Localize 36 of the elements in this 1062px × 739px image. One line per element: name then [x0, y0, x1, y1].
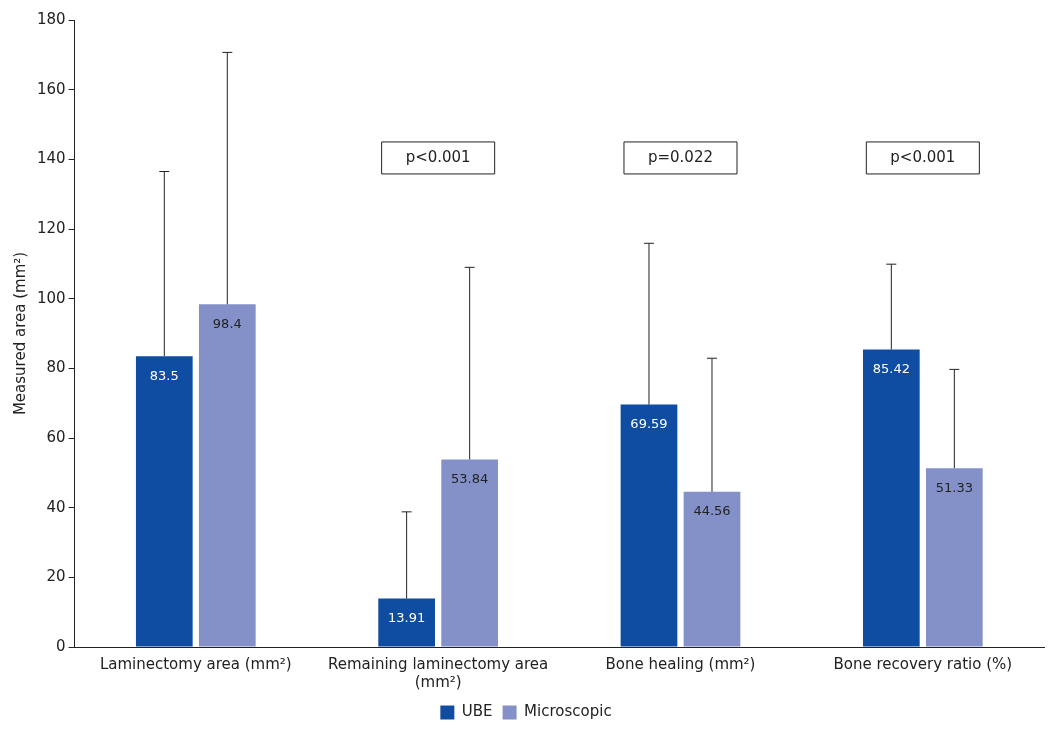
data-label: 69.59: [630, 415, 668, 431]
y-tick-label: 100: [36, 288, 66, 307]
data-label: 83.5: [149, 367, 179, 383]
bar: [862, 349, 920, 647]
y-tick-label: 80: [46, 358, 66, 377]
data-label: 44.56: [693, 503, 731, 519]
y-axis-title: Measured area (mm²): [10, 251, 29, 416]
bar: [198, 304, 256, 647]
y-tick-label: 180: [36, 9, 66, 28]
x-tick-label: Remaining laminectomy area (mm²): [327, 654, 549, 691]
x-tick-label: Bone healing (mm²): [605, 654, 756, 673]
y-tick-label: 20: [46, 567, 66, 586]
y-tick-label: 0: [56, 636, 66, 655]
x-tick-label: Laminectomy area (mm²): [99, 654, 292, 673]
bar: [620, 404, 678, 647]
y-tick-label: 120: [36, 218, 66, 237]
data-label: 85.42: [872, 360, 910, 376]
y-tick-label: 40: [46, 497, 66, 516]
bar: [135, 356, 193, 647]
bar: [925, 468, 983, 647]
bar: [378, 598, 435, 647]
data-label: 53.84: [451, 470, 489, 486]
data-label: 51.33: [935, 479, 973, 495]
annotation: p<0.001: [405, 147, 471, 166]
y-tick-label: 140: [36, 149, 66, 168]
legend-label: UBE: [461, 702, 493, 721]
data-label: 13.91: [388, 609, 426, 625]
bar: [683, 491, 741, 647]
annotation: p=0.022: [647, 147, 714, 166]
y-tick-label: 60: [46, 427, 66, 446]
data-label: 98.4: [212, 315, 242, 331]
annotation: p<0.001: [890, 147, 956, 166]
y-tick-label: 160: [36, 79, 66, 98]
legend-label: Microscopic: [524, 702, 612, 721]
x-tick-label: Bone recovery ratio (%): [833, 654, 1013, 673]
bar: [441, 459, 498, 647]
